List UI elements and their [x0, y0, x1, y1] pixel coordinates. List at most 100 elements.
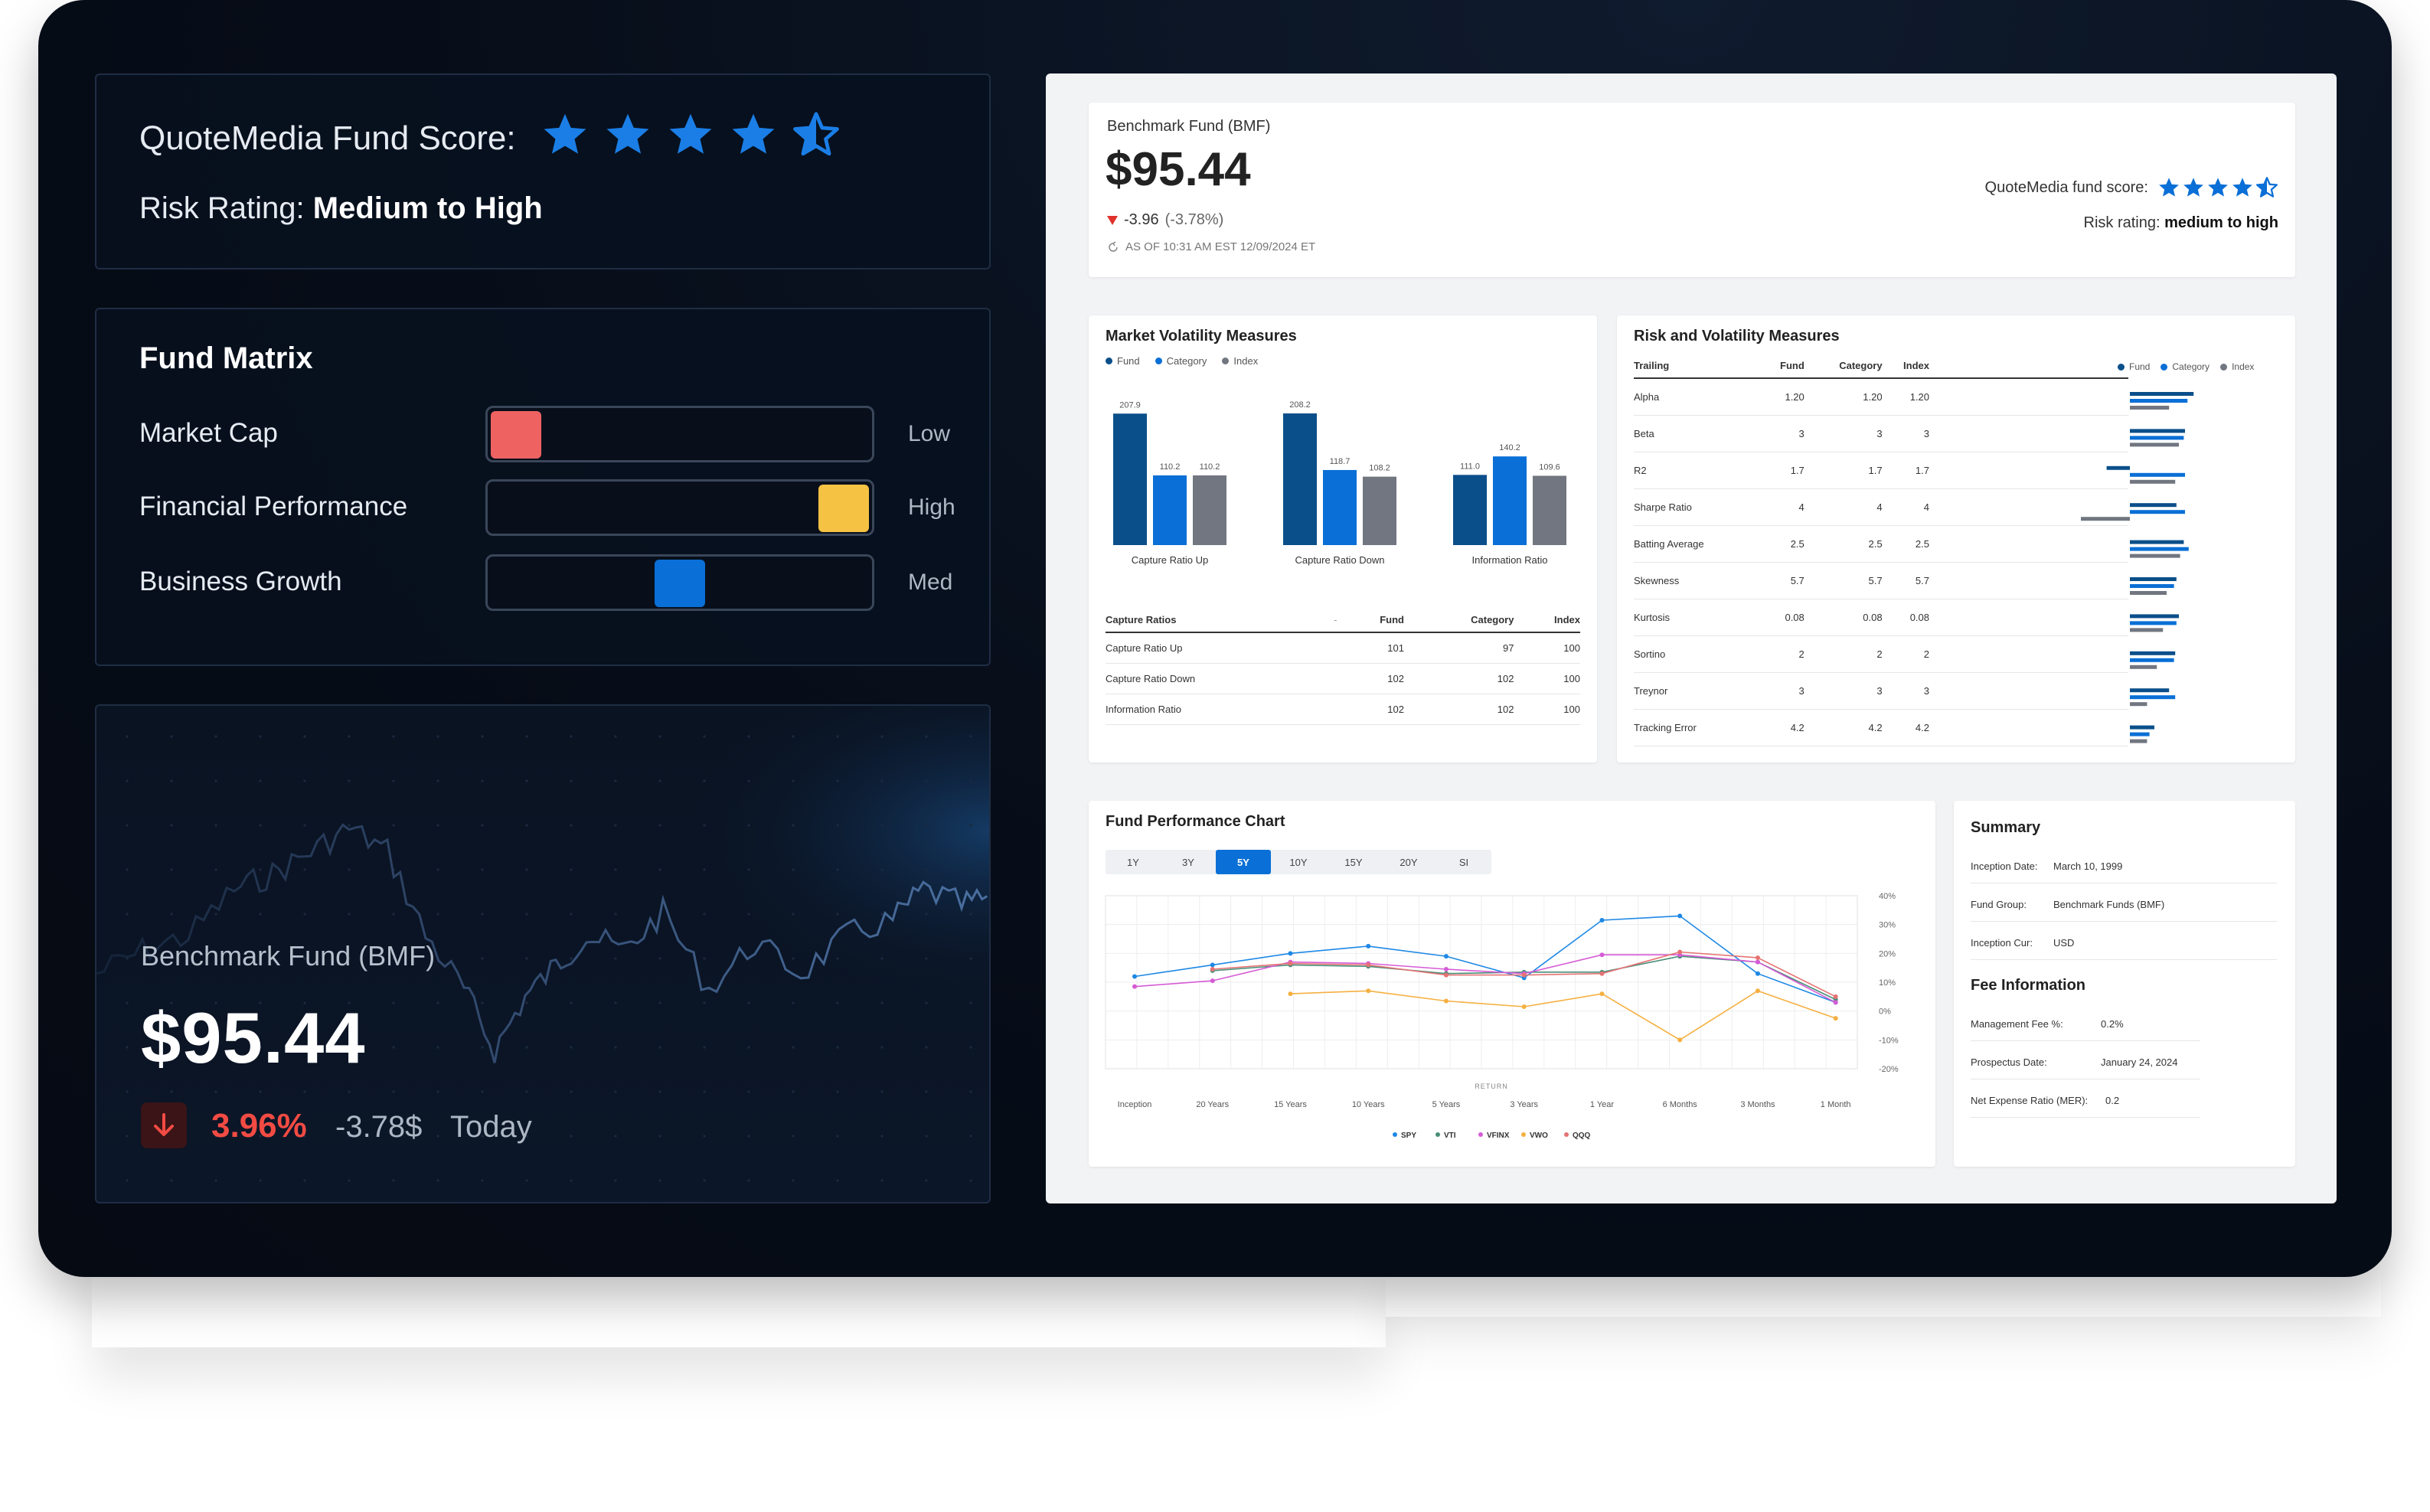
tab-10y[interactable]: 10Y [1289, 856, 1308, 868]
tab-5y[interactable]: 5Y [1216, 850, 1271, 874]
tab-1y[interactable]: 1Y [1127, 856, 1139, 868]
col-fund: Fund [1342, 614, 1404, 633]
grid-dot [969, 735, 972, 738]
grid-dot [170, 1046, 173, 1049]
bar-category[interactable] [1323, 469, 1357, 545]
data-point[interactable] [1599, 991, 1605, 997]
data-point[interactable] [1288, 961, 1293, 966]
data-point[interactable] [1210, 978, 1215, 984]
grid-dot [214, 735, 217, 738]
grid-dot [880, 1046, 883, 1049]
data-point[interactable] [1288, 951, 1293, 956]
legend-item-spy[interactable]: SPY [1393, 1132, 1416, 1140]
col-index: Index [1882, 360, 1929, 379]
data-point[interactable] [1132, 974, 1137, 979]
grid-dot [792, 913, 795, 916]
y-tick-label: 30% [1879, 921, 1896, 930]
data-point[interactable] [1833, 1000, 1838, 1005]
grid-dot [658, 824, 661, 827]
table-cell: 3 [1882, 415, 1929, 452]
tab-si[interactable]: SI [1458, 856, 1469, 868]
data-point[interactable] [1833, 994, 1838, 999]
grid-dot [792, 1090, 795, 1093]
data-point[interactable] [1755, 988, 1760, 994]
grid-dot [792, 957, 795, 960]
col-legend [1929, 360, 2128, 379]
bar-fund[interactable] [1283, 413, 1317, 545]
legend-item-vti[interactable]: VTI [1435, 1132, 1456, 1140]
data-point[interactable] [1366, 962, 1371, 968]
grid-dot [481, 779, 484, 782]
data-point[interactable] [1288, 991, 1293, 997]
table-cell [1929, 599, 2128, 636]
tab-15y[interactable]: 15Y [1344, 856, 1363, 868]
y-tick-label: 40% [1879, 892, 1896, 901]
data-point[interactable] [1132, 984, 1137, 989]
matrix-slider-knob[interactable] [491, 411, 541, 459]
bar-index[interactable] [1193, 475, 1226, 545]
refresh-icon[interactable] [1107, 240, 1119, 253]
matrix-slider-knob[interactable] [818, 485, 869, 532]
grid-dot [348, 1090, 351, 1093]
grid-dot [969, 779, 972, 782]
grid-dot [525, 1090, 528, 1093]
data-point[interactable] [1833, 1016, 1838, 1021]
data-point[interactable] [1443, 998, 1449, 1004]
tab-3y[interactable]: 3Y [1182, 856, 1194, 868]
data-point[interactable] [1599, 918, 1605, 923]
data-point[interactable] [1366, 943, 1371, 949]
data-point[interactable] [1677, 1037, 1683, 1043]
grid-dot [170, 824, 173, 827]
risk-bar-index [2130, 479, 2176, 484]
data-point[interactable] [1366, 988, 1371, 994]
risk-bar-category [2130, 547, 2189, 551]
table-cell: 102 [1403, 663, 1514, 694]
sparkline [96, 823, 988, 1063]
grid-dot [792, 1179, 795, 1182]
data-point[interactable] [1599, 971, 1605, 976]
data-point[interactable] [1210, 962, 1215, 968]
legend-item-qqq[interactable]: QQQ [1564, 1132, 1591, 1140]
bar-category[interactable] [1153, 475, 1187, 545]
data-point[interactable] [1599, 952, 1605, 958]
data-point[interactable] [1443, 972, 1449, 978]
risk-bar-index [2130, 406, 2170, 410]
table-cell: 0.08 [1882, 599, 1929, 636]
bar-index[interactable] [1533, 475, 1566, 545]
matrix-slider-knob[interactable] [655, 560, 705, 607]
sparkline-chart [96, 706, 989, 1202]
data-point[interactable] [1443, 967, 1449, 972]
grid-dot [303, 1135, 306, 1138]
grid-dot [880, 735, 883, 738]
table-cell: 3 [1760, 672, 1805, 710]
data-point[interactable] [1755, 971, 1760, 976]
data-point[interactable] [1210, 967, 1215, 972]
grid-dot [481, 1090, 484, 1093]
fee-value: 0.2 [2105, 1095, 2120, 1106]
bar-category[interactable] [1493, 456, 1527, 545]
matrix-slider-track[interactable] [485, 554, 874, 611]
data-point[interactable] [1443, 954, 1449, 959]
data-point[interactable] [1755, 959, 1760, 965]
bar-index[interactable] [1363, 476, 1396, 545]
table-cell: 1.7 [1882, 452, 1929, 489]
legend-item-vwo[interactable]: VWO [1521, 1132, 1548, 1140]
data-point[interactable] [1521, 1004, 1527, 1010]
tab-20y[interactable]: 20Y [1400, 856, 1418, 868]
bar-fund[interactable] [1453, 475, 1487, 545]
data-point[interactable] [1677, 913, 1683, 919]
grid-dot [392, 735, 395, 738]
summary-row: Inception Date: March 10, 1999 [1971, 850, 2277, 883]
svg-text:VWO: VWO [1530, 1132, 1548, 1140]
matrix-slider-track[interactable] [485, 479, 874, 536]
market-volatility-title: Market Volatility Measures [1106, 328, 1297, 345]
matrix-slider-track[interactable] [485, 406, 874, 462]
fee-row: Management Fee %: 0.2% [1971, 1007, 2200, 1041]
data-point[interactable] [1755, 955, 1760, 960]
table-cell: 1.20 [1804, 378, 1883, 416]
data-point[interactable] [1521, 972, 1527, 978]
bar-fund[interactable] [1113, 413, 1147, 545]
grid-dot [792, 824, 795, 827]
data-point[interactable] [1677, 949, 1683, 955]
legend-item-vfinx[interactable]: VFINX [1478, 1132, 1510, 1140]
